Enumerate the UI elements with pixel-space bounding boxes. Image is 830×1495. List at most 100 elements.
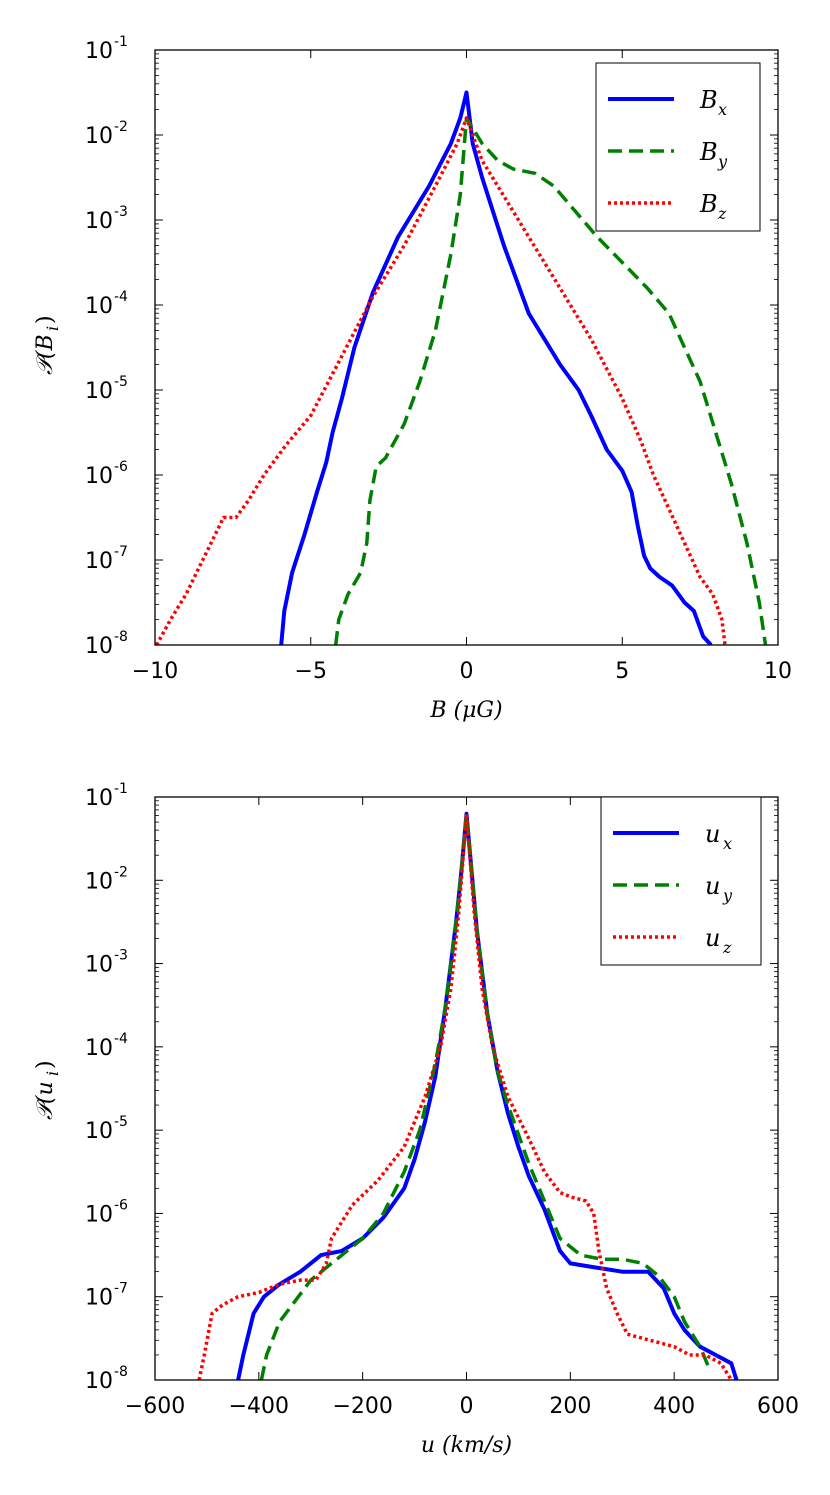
series-line-b-y	[333, 116, 768, 645]
y-tick-label: 10 -3	[85, 948, 128, 978]
legend-label-sub: y	[722, 886, 733, 905]
y-tick-base: 10	[85, 1286, 113, 1311]
y-tick-exponent: -5	[114, 374, 128, 390]
x-tick-label: 10	[764, 659, 792, 684]
legend-box	[595, 62, 761, 232]
y-tick-base: 10	[85, 953, 113, 978]
y-tick-base: 10	[85, 209, 113, 234]
y-axis-title-main: 𝒫(B	[33, 334, 58, 375]
y-axis-title: 𝒫(B i)	[33, 315, 62, 375]
legend-label: B	[699, 86, 718, 114]
y-tick-exponent: -5	[114, 1114, 128, 1130]
x-tick-label: 0	[460, 659, 474, 684]
y-tick-label: 10 -6	[85, 1197, 128, 1227]
y-tick-base: 10	[85, 1202, 113, 1227]
legend-label-sub: x	[723, 834, 732, 853]
y-tick-exponent: -8	[114, 629, 128, 645]
legend-label-sub: x	[718, 100, 727, 119]
y-tick-base: 10	[85, 1369, 113, 1394]
legend-label: u	[705, 820, 720, 848]
x-axis-title: u (km/s)	[421, 1433, 512, 1458]
legend-label-sub: z	[717, 204, 727, 223]
y-tick-label: 10 -5	[85, 1114, 128, 1144]
y-tick-label: 10 -4	[85, 1031, 128, 1061]
y-tick-exponent: -1	[114, 34, 128, 50]
y-axis-title: 𝒫(u i)	[33, 1060, 62, 1120]
y-tick-label: 10 -5	[85, 374, 128, 404]
x-tick-label: 400	[653, 1394, 695, 1419]
y-tick-label: 10 -1	[85, 34, 128, 64]
series-line-b-z	[155, 116, 727, 645]
legend-label: u	[705, 924, 720, 952]
legend: u xu yu z	[600, 796, 762, 966]
y-axis-title-sub: i	[43, 1071, 62, 1076]
y-tick-exponent: -8	[114, 1364, 128, 1380]
x-tick-label: 0	[460, 1394, 474, 1419]
y-tick-base: 10	[85, 786, 113, 811]
x-axis-title: B (μG)	[429, 698, 502, 723]
y-tick-base: 10	[85, 464, 113, 489]
y-tick-base: 10	[85, 379, 113, 404]
y-axis-title-sub: i	[43, 326, 62, 331]
y-tick-exponent: -7	[114, 1281, 128, 1297]
y-tick-exponent: -4	[114, 1031, 128, 1047]
legend-label-sub: y	[717, 152, 728, 171]
y-tick-label: 10 -8	[85, 629, 128, 659]
y-tick-base: 10	[85, 294, 113, 319]
legend-label-sub: z	[722, 938, 732, 957]
y-axis-title-main: 𝒫(u	[33, 1081, 58, 1120]
y-tick-base: 10	[85, 124, 113, 149]
y-tick-label: 10 -2	[85, 119, 128, 149]
y-tick-label: 10 -8	[85, 1364, 128, 1394]
y-tick-label: 10 -2	[85, 864, 128, 894]
y-tick-exponent: -3	[114, 948, 128, 964]
y-tick-exponent: -2	[114, 119, 128, 135]
x-tick-label: 5	[615, 659, 629, 684]
y-tick-base: 10	[85, 39, 113, 64]
x-tick-label: −400	[229, 1394, 289, 1419]
y-tick-base: 10	[85, 869, 113, 894]
y-tick-base: 10	[85, 1119, 113, 1144]
legend-box	[600, 796, 762, 966]
x-tick-label: 600	[757, 1394, 799, 1419]
series-line-b-x	[279, 90, 713, 645]
y-tick-label: 10 -4	[85, 289, 128, 319]
x-tick-label: −200	[332, 1394, 392, 1419]
series-line-u-y	[259, 811, 713, 1380]
y-tick-base: 10	[85, 634, 113, 659]
legend-label: B	[699, 190, 718, 218]
x-tick-label: −5	[295, 659, 327, 684]
y-tick-exponent: -6	[114, 1197, 128, 1213]
y-tick-label: 10 -7	[85, 1281, 128, 1311]
y-tick-label: 10 -3	[85, 204, 128, 234]
y-tick-exponent: -7	[114, 544, 128, 560]
y-tick-base: 10	[85, 549, 113, 574]
y-axis-title-close: )	[33, 315, 58, 324]
x-tick-label: −600	[125, 1394, 185, 1419]
y-tick-exponent: -2	[114, 864, 128, 880]
legend-label: u	[705, 872, 720, 900]
y-tick-exponent: -4	[114, 289, 128, 305]
y-tick-label: 10 -7	[85, 544, 128, 574]
y-tick-label: 10 -6	[85, 459, 128, 489]
y-axis-title-close: )	[33, 1060, 58, 1069]
y-tick-base: 10	[85, 1036, 113, 1061]
series-line-u-z	[197, 811, 733, 1380]
x-tick-label: 200	[549, 1394, 591, 1419]
legend-label: B	[699, 138, 718, 166]
y-tick-label: 10 -1	[85, 781, 128, 811]
chart-panel-2: −600 −400 −200 0 200 400 60010-810-710-610-510…	[33, 781, 799, 1458]
y-tick-exponent: -6	[114, 459, 128, 475]
y-tick-exponent: -3	[114, 204, 128, 220]
x-tick-label: −10	[132, 659, 178, 684]
y-tick-exponent: -1	[114, 781, 128, 797]
